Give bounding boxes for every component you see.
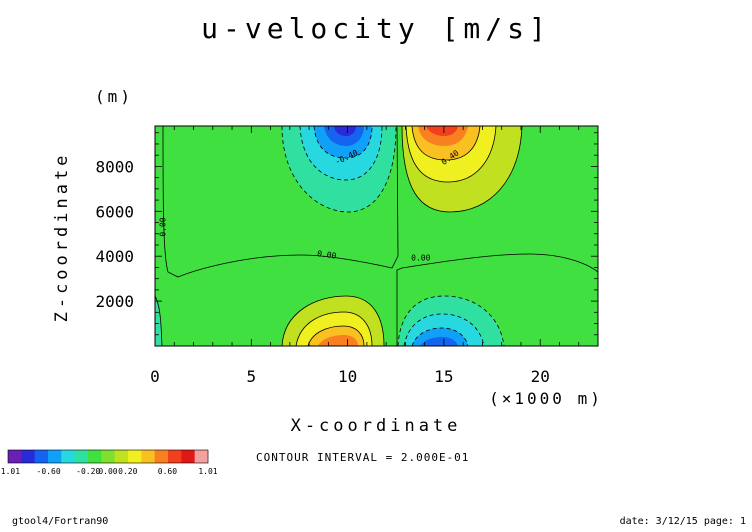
footer-right: date: 3/12/15 page: 1 xyxy=(619,516,746,527)
x-tick-label: 15 xyxy=(434,367,453,386)
color-scale-label: 0.20 xyxy=(118,467,137,476)
contour-label: 0.00 xyxy=(159,217,168,236)
contour-line-neg-0.6 xyxy=(313,125,373,159)
color-scale-swatch xyxy=(48,450,62,463)
color-scale xyxy=(7,449,209,464)
color-scale-label: 0.60 xyxy=(158,467,177,476)
contour-interval-text: CONTOUR INTERVAL = 2.000E-01 xyxy=(256,451,469,464)
contour-fill-neg-0.8-lower xyxy=(420,337,458,346)
color-scale-label: -0.20 xyxy=(76,467,100,476)
contour-fill-neg-1.0 xyxy=(334,126,356,136)
color-scale-swatch xyxy=(21,450,35,463)
color-scale-swatch xyxy=(34,450,49,463)
negative-lobe-upper xyxy=(281,125,397,213)
contour-line-pos-0.2 xyxy=(401,125,523,213)
color-scale-swatch xyxy=(181,450,195,463)
x-unit-label: (×1000 m) xyxy=(489,389,603,408)
color-scale-swatch xyxy=(101,450,115,463)
contour-line-neg-0.4-lower xyxy=(403,313,485,347)
y-axis-label: Z-coordinate xyxy=(52,152,72,323)
positive-lobe-upper xyxy=(401,125,523,213)
color-scale-swatch xyxy=(141,450,155,463)
left-edge-strip xyxy=(155,296,162,346)
plot-area: 0.00-0.40 0.400.00 0.00 0 5 10 15 20 200040006… xyxy=(95,125,599,386)
zero-contour-left xyxy=(162,125,399,278)
x-tick-label: 0 xyxy=(150,367,160,386)
contour-line-neg-0.6-lower xyxy=(411,327,469,347)
zero-contour-right xyxy=(396,253,599,346)
negative-lobe-lower xyxy=(397,295,505,347)
x-axis-ticks: 0 5 10 15 20 xyxy=(150,126,599,386)
contour-line-pos-0.4 xyxy=(405,125,497,183)
color-scale-label: -0.60 xyxy=(37,467,61,476)
contour-line-pos-0.6 xyxy=(411,125,481,161)
y-axis-ticks: 2000 4000 6000 8000 xyxy=(95,132,598,336)
y-tick-label: 8000 xyxy=(95,157,134,176)
color-scale-label: -1.01 xyxy=(0,467,20,476)
contour-line-pos-0.2-lower xyxy=(281,295,385,347)
x-tick-label: 5 xyxy=(246,367,256,386)
y-tick-label: 2000 xyxy=(95,292,134,311)
x-axis-label: X-coordinate xyxy=(291,416,462,436)
y-tick-label: 6000 xyxy=(95,202,134,221)
contour-line-pos-0.6-lower xyxy=(307,325,365,347)
color-scale-label: 0.00 xyxy=(98,467,117,476)
contour-fill-pos-1.0 xyxy=(426,126,458,136)
color-scale-swatch xyxy=(61,450,75,463)
x-tick-label: 20 xyxy=(531,367,550,386)
contour-line-neg-0.4 xyxy=(299,125,383,181)
color-scale-swatch xyxy=(114,450,129,463)
footer-left: gtool4/Fortran90 xyxy=(12,516,109,527)
contour-label: 0.00 xyxy=(411,254,430,263)
color-scale-labels: -1.01 -0.60 -0.200.000.20 0.60 1.01 xyxy=(0,467,218,476)
contour-label: 0.00 xyxy=(317,249,338,261)
left-edge-contour xyxy=(154,295,163,347)
contour-line-neg-0.2-lower xyxy=(397,295,505,347)
color-scale-swatch xyxy=(74,450,89,463)
chart-title: u-velocity [m/s] xyxy=(201,12,551,45)
color-scale-swatch xyxy=(194,450,209,463)
y-tick-label: 4000 xyxy=(95,247,134,266)
color-scale-swatch xyxy=(8,450,22,463)
color-scale-swatch xyxy=(154,450,169,463)
color-scale-swatch xyxy=(128,450,142,463)
contour-line-neg-0.2 xyxy=(281,125,397,213)
color-scale-swatch xyxy=(88,450,102,463)
x-tick-label: 10 xyxy=(338,367,357,386)
color-scale-frame xyxy=(7,449,209,464)
y-unit-label: (m) xyxy=(95,87,133,106)
positive-lobe-lower xyxy=(281,295,385,347)
plot-frame xyxy=(154,125,599,347)
color-scale-label: 1.01 xyxy=(198,467,217,476)
color-scale-swatch xyxy=(168,450,182,463)
contour-line-pos-0.4-lower xyxy=(295,311,373,347)
